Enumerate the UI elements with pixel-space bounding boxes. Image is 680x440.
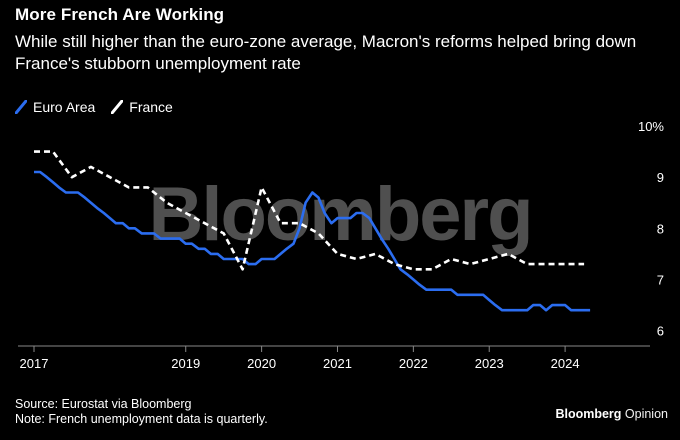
legend-item-france: France (111, 99, 173, 115)
legend-france-line-icon (111, 100, 124, 114)
x-tick-label-2022: 2022 (399, 356, 428, 371)
brand-name: Bloomberg (555, 407, 622, 421)
y-tick-label-10%: 10% (638, 119, 664, 134)
series-layer (34, 150, 591, 312)
y-tick-label-7: 7 (657, 272, 664, 287)
x-tick-label-2021: 2021 (323, 356, 352, 371)
x-tick-label-2023: 2023 (475, 356, 504, 371)
series-line-euro-area (34, 170, 591, 312)
footnote-line: Note: French unemployment data is quarte… (15, 412, 268, 426)
source-line: Source: Eurostat via Bloomberg (15, 397, 192, 411)
x-tick-label-2020: 2020 (247, 356, 276, 371)
legend-euro-label: Euro Area (33, 99, 96, 115)
legend: Euro Area France (15, 99, 189, 115)
x-tick-label-2024: 2024 (551, 356, 580, 371)
bloomberg-watermark: Bloomberg (148, 172, 531, 257)
y-tick-label-9: 9 (657, 170, 664, 185)
legend-euro-line-icon (15, 100, 27, 114)
y-tick-label-8: 8 (657, 221, 664, 236)
brand-suffix: Opinion (624, 407, 668, 421)
brand-logo: Bloomberg Opinion (555, 407, 668, 421)
y-tick-label-6: 6 (657, 324, 664, 339)
chart-subtitle: While still higher than the euro-zone av… (15, 32, 637, 73)
series-line-france (34, 150, 585, 271)
source-note: Source: Eurostat via Bloomberg Note: Fre… (15, 397, 268, 427)
axes: 2017 2019 2020 2021 2022 2023 2024 6 7 8 9 10% (18, 119, 664, 371)
x-tick-label-2019: 2019 (171, 356, 200, 371)
legend-item-euro-area: Euro Area (15, 99, 95, 115)
legend-france-label: France (129, 99, 173, 115)
chart-title: More French Are Working (15, 5, 225, 24)
x-tick-label-2017: 2017 (20, 356, 49, 371)
